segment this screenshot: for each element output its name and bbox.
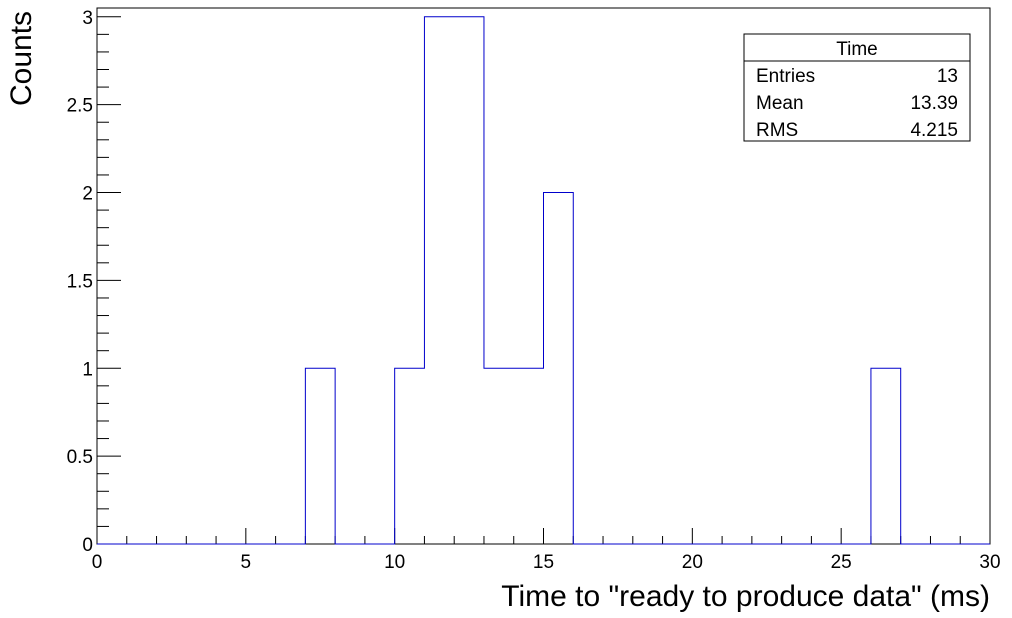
y-axis-title: Counts	[5, 11, 38, 106]
stats-box: Time Entries 13 Mean 13.39 RMS 4.215	[743, 33, 971, 142]
y-tick-label: 1.5	[67, 271, 93, 292]
histogram-bin	[544, 193, 574, 544]
x-axis-ticks: 0 5 10 15 20 25 30	[92, 528, 1001, 573]
stats-entries-label: Entries	[756, 66, 815, 87]
histogram-bin	[424, 17, 454, 544]
y-tick-label: 0.5	[67, 447, 93, 468]
x-tick-label: 30	[979, 552, 1000, 573]
histogram-outline	[97, 16, 990, 545]
x-tick-label: 20	[682, 552, 703, 573]
x-tick-label: 15	[533, 552, 554, 573]
stats-mean-value: 13.39	[910, 93, 958, 114]
y-tick-label: 2	[82, 184, 93, 205]
histogram-bin	[395, 368, 425, 544]
x-tick-label: 5	[241, 552, 252, 573]
histogram-bin	[454, 17, 484, 544]
stats-box-title: Time	[836, 39, 878, 60]
stats-rms-label: RMS	[756, 120, 798, 141]
x-tick-label: 10	[384, 552, 405, 573]
stats-entries-value: 13	[937, 66, 958, 87]
y-tick-label: 2.5	[67, 96, 93, 117]
stats-mean-label: Mean	[756, 93, 804, 114]
x-axis-title: Time to "ready to produce data" (ms)	[501, 580, 990, 613]
y-tick-label: 0	[82, 535, 93, 556]
stats-rms-value: 4.215	[910, 120, 958, 141]
histogram-bin	[484, 368, 514, 544]
histogram-bin	[305, 368, 335, 544]
x-tick-label: 0	[92, 552, 103, 573]
y-tick-label: 1	[82, 359, 93, 380]
histogram-bin	[514, 368, 544, 544]
x-tick-label: 25	[831, 552, 852, 573]
y-tick-label: 3	[82, 8, 93, 29]
y-axis-ticks: 0 0.5 1 1.5 2 2.5 3	[67, 8, 121, 556]
histogram-bin	[871, 368, 901, 544]
